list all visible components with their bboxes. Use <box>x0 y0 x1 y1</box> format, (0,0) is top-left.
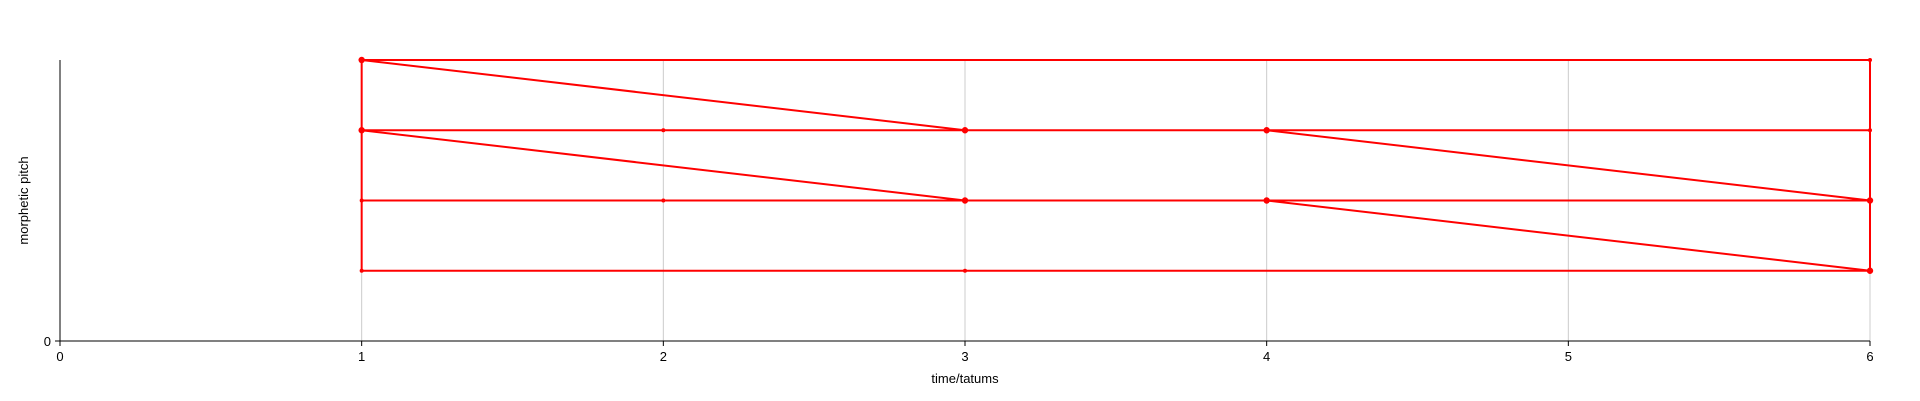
data-point-4 <box>661 128 666 133</box>
data-point-6 <box>961 127 969 134</box>
series-segment-6 <box>360 59 966 132</box>
y-tick-labels: 0 <box>44 334 60 349</box>
x-tick-label-3: 3 <box>961 349 968 364</box>
data-point-3 <box>359 268 364 273</box>
x-tick-labels: 0 1 2 3 4 5 6 <box>56 341 1874 364</box>
x-tick-label-2: 2 <box>660 349 667 364</box>
x-tick-label-0: 0 <box>56 349 63 364</box>
x-axis-title: time/tatums <box>931 371 999 386</box>
data-point-14 <box>1866 267 1874 274</box>
series-segment-7 <box>360 129 966 202</box>
data-point-8 <box>963 268 967 273</box>
x-tick-label-6: 6 <box>1866 349 1873 364</box>
y-tick-label-0: 0 <box>44 334 51 349</box>
data-points <box>358 56 1874 274</box>
x-tick-label-4: 4 <box>1263 349 1270 364</box>
data-point-7 <box>961 197 969 204</box>
series-lines <box>360 59 1871 272</box>
data-point-0 <box>358 56 365 64</box>
y-axis-title: morphetic pitch <box>16 156 31 244</box>
data-point-1 <box>358 127 365 134</box>
x-tick-label-5: 5 <box>1565 349 1572 364</box>
data-point-12 <box>1868 128 1872 133</box>
data-point-2 <box>359 198 364 203</box>
series-segment-9 <box>1265 199 1871 272</box>
data-point-10 <box>1263 197 1270 204</box>
data-point-13 <box>1866 197 1874 204</box>
data-point-11 <box>1868 58 1872 62</box>
x-tick-label-1: 1 <box>358 349 365 364</box>
data-point-9 <box>1263 127 1270 134</box>
series-segment-8 <box>1265 129 1871 202</box>
data-point-5 <box>661 198 666 203</box>
